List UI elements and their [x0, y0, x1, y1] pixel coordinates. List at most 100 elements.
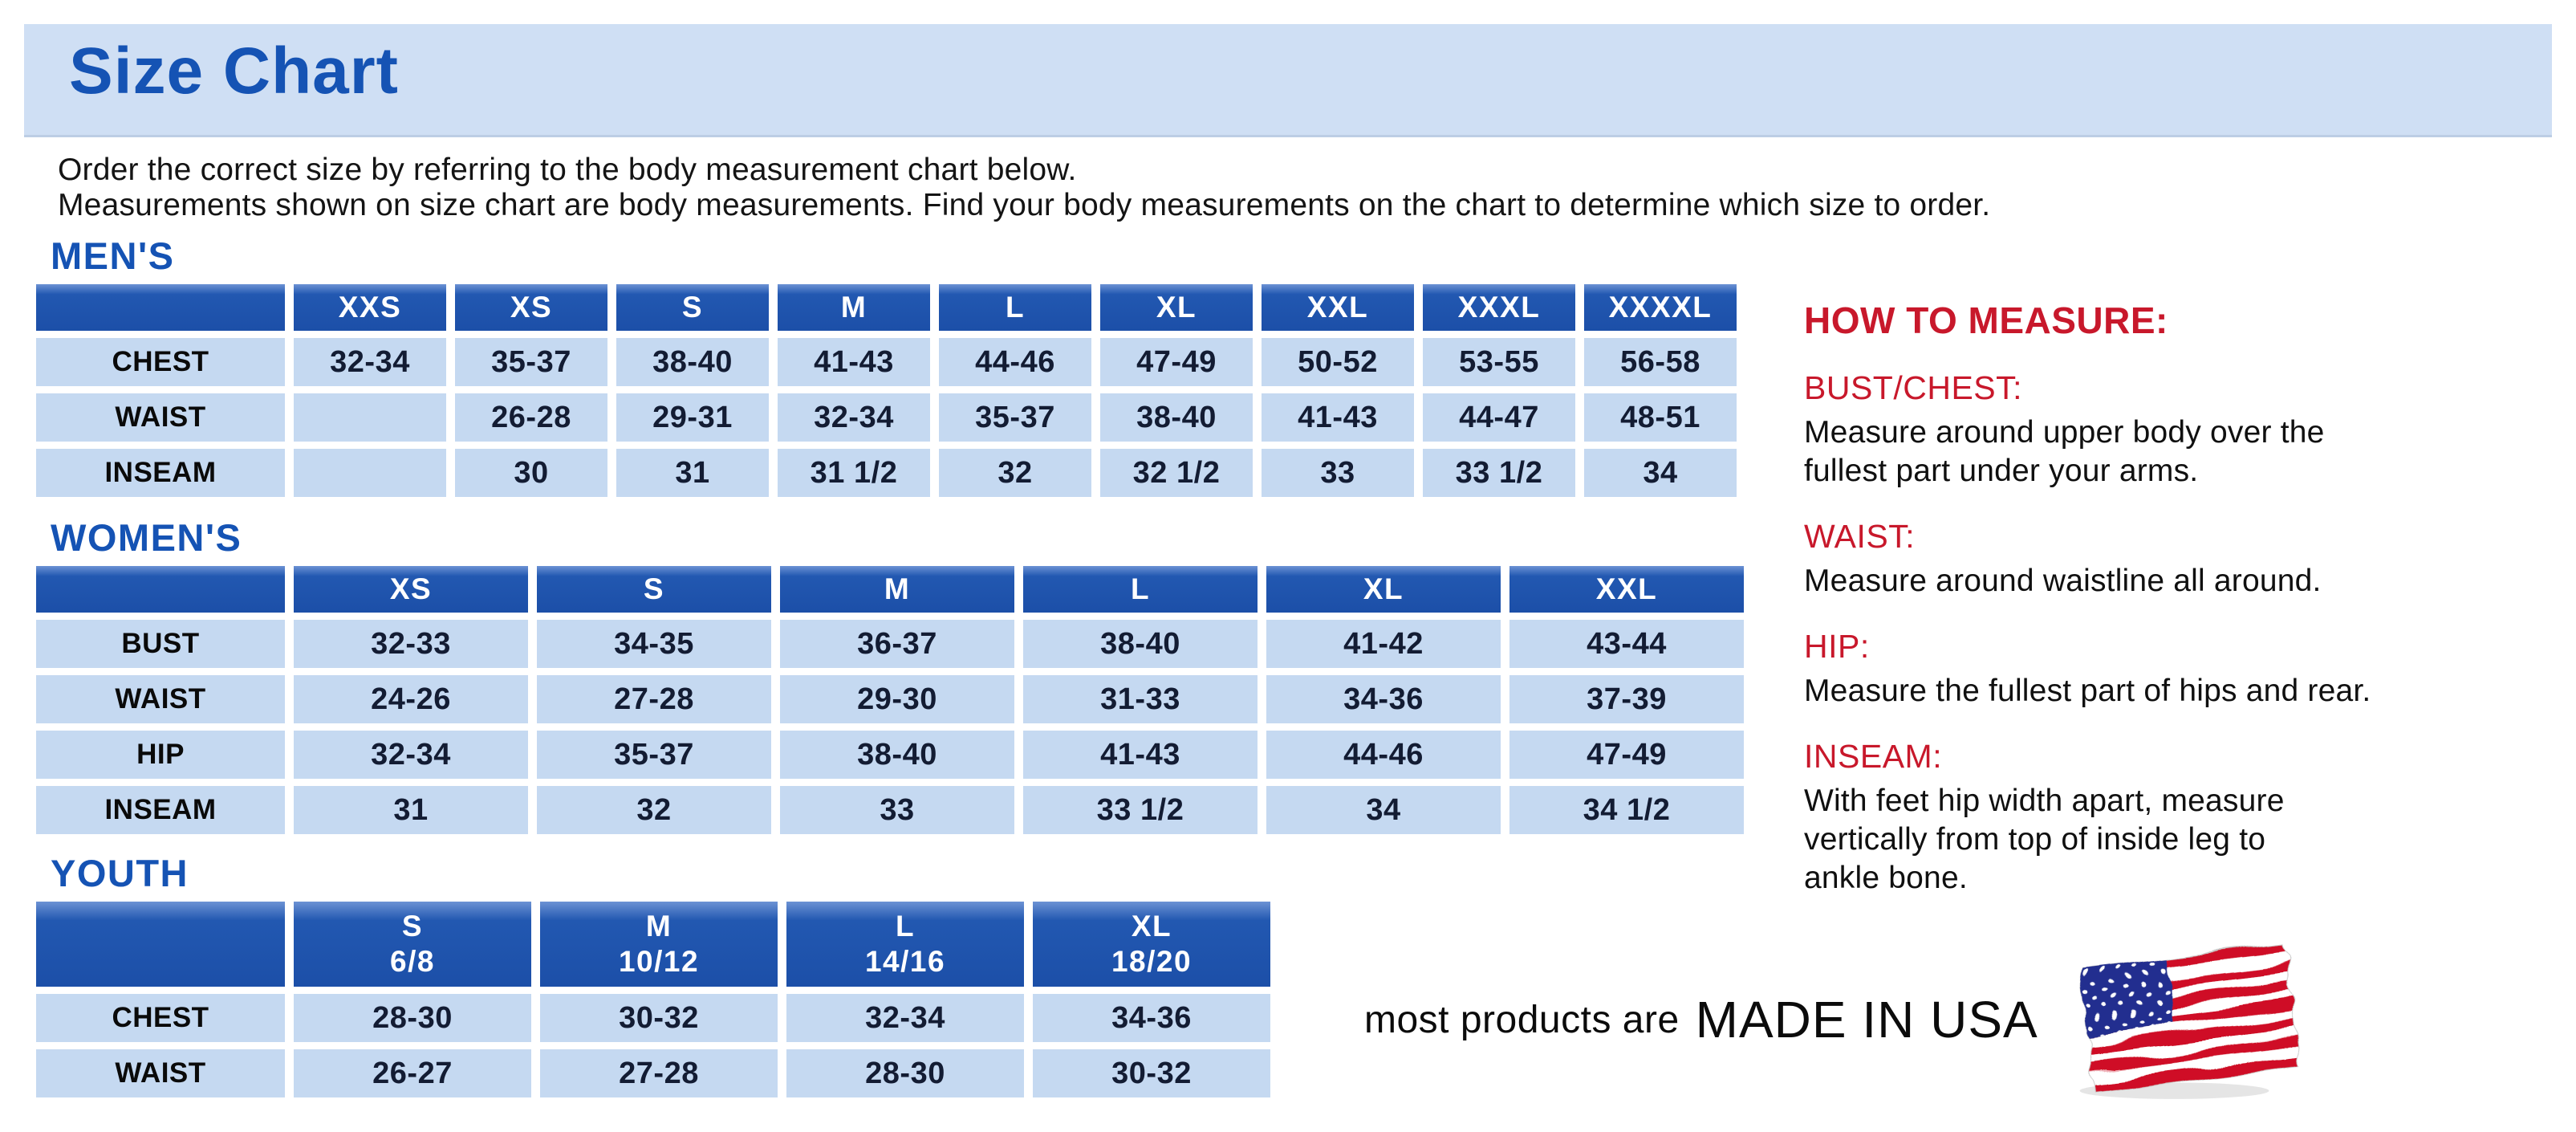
mens-cell: 31 [616, 449, 769, 497]
womens-size-table: XS S M L XL XXL BUST 32-33 34-35 36-37 38-40 41-42 4… [27, 559, 1753, 841]
womens-size-header: L [1023, 566, 1258, 613]
womens-cell: 31 [294, 786, 528, 834]
womens-cell: 41-43 [1023, 731, 1258, 779]
womens-size-header: S [537, 566, 771, 613]
made-in-usa-label: MADE IN USA [1695, 991, 2038, 1049]
womens-table-row: INSEAM 31 32 33 33 1/2 34 34 1/2 [36, 786, 1744, 834]
womens-table-row: BUST 32-33 34-35 36-37 38-40 41-42 43-44 [36, 620, 1744, 668]
womens-row-label: BUST [36, 620, 285, 668]
womens-cell: 47-49 [1509, 731, 1744, 779]
youth-cell: 30-32 [1033, 1049, 1270, 1097]
mens-cell: 48-51 [1584, 393, 1737, 442]
how-to-measure-sections: BUST/CHEST: Measure around upper body ove… [1804, 369, 2574, 898]
womens-cell: 34 [1266, 786, 1501, 834]
womens-cell: 32-34 [294, 731, 528, 779]
mens-table-row: WAIST 26-28 29-31 32-34 35-37 38-40 41-43 44-47… [36, 393, 1737, 442]
mens-cell: 32-34 [294, 338, 446, 386]
mens-cell: 38-40 [616, 338, 769, 386]
womens-row-label: WAIST [36, 675, 285, 723]
mens-table-row: CHEST 32-34 35-37 38-40 41-43 44-46 47-49 50-52… [36, 338, 1737, 386]
womens-cell: 37-39 [1509, 675, 1744, 723]
mens-cell: 41-43 [1262, 393, 1414, 442]
mens-cell: 38-40 [1100, 393, 1253, 442]
mens-size-header: M [778, 284, 930, 331]
youth-size-table: S 6/8 M 10/12 L 14/16 XL 18/20 CHEST 28-30 30-… [27, 894, 1279, 1105]
womens-cell: 34 1/2 [1509, 786, 1744, 834]
footer-prefix-text: most products are [1364, 998, 1680, 1041]
youth-row-label: WAIST [36, 1049, 285, 1097]
youth-corner-cell [36, 902, 285, 987]
mens-cell: 32 [939, 449, 1091, 497]
mens-row-label: WAIST [36, 393, 285, 442]
how-to-measure-title: HOW TO MEASURE: [1804, 299, 2168, 341]
mens-cell: 30 [455, 449, 607, 497]
womens-size-header: XS [294, 566, 528, 613]
youth-size-header: S 6/8 [294, 902, 531, 987]
mens-cell: 53-55 [1423, 338, 1575, 386]
womens-size-header: XXL [1509, 566, 1744, 613]
womens-size-header: M [780, 566, 1014, 613]
mens-cell: 32 1/2 [1100, 449, 1253, 497]
youth-cell: 34-36 [1033, 994, 1270, 1042]
youth-table-row: CHEST 28-30 30-32 32-34 34-36 [36, 994, 1270, 1042]
womens-cell: 24-26 [294, 675, 528, 723]
womens-row-label: INSEAM [36, 786, 285, 834]
womens-cell: 32-33 [294, 620, 528, 668]
mens-cell: 47-49 [1100, 338, 1253, 386]
youth-heading: YOUTH [51, 852, 189, 894]
mens-cell: 26-28 [455, 393, 607, 442]
mens-cell: 44-47 [1423, 393, 1575, 442]
made-in-usa-row: most products are MADE IN USA [1364, 935, 2536, 1104]
womens-cell: 34-35 [537, 620, 771, 668]
youth-cell: 30-32 [540, 994, 778, 1042]
womens-cell: 32 [537, 786, 771, 834]
womens-section: WOMEN'S XS S M L XL XXL BUST 32-33 34-35 36-37 38-… [36, 517, 1786, 841]
mens-size-header: XXXL [1423, 284, 1575, 331]
womens-table-row: WAIST 24-26 27-28 29-30 31-33 34-36 37-39 [36, 675, 1744, 723]
mens-row-label: CHEST [36, 338, 285, 386]
measure-heading: INSEAM: [1804, 738, 1943, 775]
mens-size-table: XXS XS S M L XL XXL XXXL XXXXL CHEST 32-34 35-37 38-… [27, 277, 1745, 504]
youth-row-label: CHEST [36, 994, 285, 1042]
measure-heading: WAIST: [1804, 518, 1916, 555]
how-to-measure-panel: HOW TO MEASURE: BUST/CHEST: Measure aroun… [1804, 299, 2574, 898]
womens-cell: 43-44 [1509, 620, 1744, 668]
mens-section: MEN'S XXS XS S M L XL XXL XXXL XXXXL CHEST 32-34 35… [36, 235, 1786, 504]
intro-text: Order the correct size by referring to t… [58, 153, 1990, 223]
womens-cell: 38-40 [780, 731, 1014, 779]
intro-line-1: Order the correct size by referring to t… [58, 153, 1077, 187]
womens-cell: 35-37 [537, 731, 771, 779]
womens-cell: 31-33 [1023, 675, 1258, 723]
measure-heading: BUST/CHEST: [1804, 369, 2023, 406]
mens-table-row: INSEAM 30 31 31 1/2 32 32 1/2 33 33 1/2 34 [36, 449, 1737, 497]
measure-text: With feet hip width apart, measure verti… [1804, 784, 2285, 895]
youth-size-header: L 14/16 [786, 902, 1024, 987]
womens-cell: 41-42 [1266, 620, 1501, 668]
youth-cell: 27-28 [540, 1049, 778, 1097]
measure-text: Measure around waistline all around. [1804, 564, 2322, 598]
womens-cell: 33 [780, 786, 1014, 834]
mens-corner-cell [36, 284, 285, 331]
youth-section: YOUTH S 6/8 M 10/12 L 14/16 XL 18/20 CHEST 28… [36, 853, 1786, 1105]
us-flag-icon [2079, 943, 2301, 1099]
womens-cell: 44-46 [1266, 731, 1501, 779]
mens-size-header: S [616, 284, 769, 331]
mens-size-header: XXL [1262, 284, 1414, 331]
mens-row-label: INSEAM [36, 449, 285, 497]
mens-cell [294, 393, 446, 442]
womens-row-label: HIP [36, 731, 285, 779]
youth-size-header: XL 18/20 [1033, 902, 1270, 987]
mens-cell: 41-43 [778, 338, 930, 386]
youth-cell: 28-30 [294, 994, 531, 1042]
page-title: Size Chart [69, 35, 399, 108]
womens-heading: WOMEN'S [51, 516, 242, 559]
mens-cell: 32-34 [778, 393, 930, 442]
measure-text: Measure the fullest part of hips and rea… [1804, 674, 2371, 708]
mens-cell: 50-52 [1262, 338, 1414, 386]
mens-cell: 31 1/2 [778, 449, 930, 497]
mens-cell: 35-37 [455, 338, 607, 386]
mens-size-header: XS [455, 284, 607, 331]
youth-size-header: M 10/12 [540, 902, 778, 987]
intro-line-2: Measurements shown on size chart are bod… [58, 188, 1991, 222]
womens-cell: 38-40 [1023, 620, 1258, 668]
